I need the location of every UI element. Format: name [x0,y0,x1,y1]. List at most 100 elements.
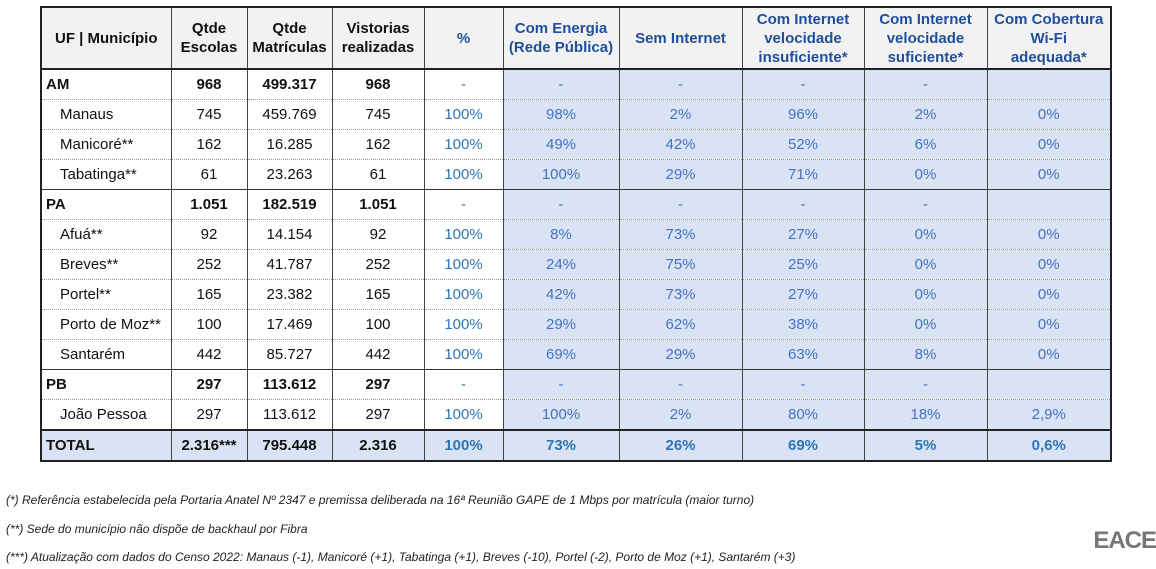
data-table: UF | Município Qtde Escolas Qtde Matrícula… [40,6,1112,462]
cell: 100% [423,249,504,280]
footnote: (**) Sede do município não dispõe de bac… [6,522,308,536]
cell: 73% [618,279,743,310]
footnote: (*) Referência estabelecida pela Portari… [6,493,755,507]
cell: 27% [741,219,865,250]
column-header: % [423,7,504,70]
cell: 69% [741,429,865,461]
cell: 61 [170,159,248,190]
cell: - [423,369,504,400]
cell: Manaus [40,99,172,130]
cell: 71% [741,159,865,190]
column-header: Sem Internet [618,7,743,70]
cell [986,189,1112,220]
column-header: Com Energia (Rede Pública) [502,7,620,70]
cell: 0% [986,99,1112,130]
cell: 63% [741,339,865,370]
cell: 0% [986,159,1112,190]
cell: - [863,68,988,100]
cell: 69% [502,339,620,370]
cell: João Pessoa [40,399,172,431]
cell: 2,9% [986,399,1112,431]
cell: 2% [618,99,743,130]
cell: Portel** [40,279,172,310]
cell: 52% [741,129,865,160]
footnote: (***) Atualização com dados do Censo 202… [6,550,796,564]
cell: 100% [423,429,504,461]
column-header: Vistorias realizadas [331,7,425,70]
cell: 0,6% [986,429,1112,461]
cell: 0% [986,309,1112,340]
column-header: Com Internet velocidade suficiente* [863,7,988,70]
column-header: Qtde Escolas [170,7,248,70]
cell: 113.612 [246,399,333,431]
cell: 38% [741,309,865,340]
cell: 73% [502,429,620,461]
city-row: Manicoré** 162 16.285 162 100% 49% 42% 52% 6% 0% [40,129,1112,160]
table-body: AM 968 499.317 968- - - - - Manaus 745 459.769 745 1… [40,68,1112,461]
cell: 17.469 [246,309,333,340]
cell: 23.263 [246,159,333,190]
cell: 0% [863,219,988,250]
cell: 100% [423,339,504,370]
cell: 42% [502,279,620,310]
cell: 41.787 [246,249,333,280]
cell: 18% [863,399,988,431]
cell: 100% [423,159,504,190]
group-row: PB 297 113.612 297- - - - - [40,369,1112,400]
cell: 100% [502,159,620,190]
city-row: Santarém 442 85.727 442 100% 69% 29% 63% 8% 0% [40,339,1112,370]
cell: 1.051 [170,189,248,220]
cell: - [863,369,988,400]
cell: 968 [170,68,248,100]
cell: 42% [618,129,743,160]
cell: 100 [170,309,248,340]
cell: - [741,68,865,100]
cell: 75% [618,249,743,280]
cell: 499.317 [246,68,333,100]
cell: Porto de Moz** [40,309,172,340]
cell: 92 [331,219,425,250]
cell: - [502,68,620,100]
cell: - [863,189,988,220]
cell: 182.519 [246,189,333,220]
cell: 0% [863,309,988,340]
cell: 745 [331,99,425,130]
cell: 442 [170,339,248,370]
cell: - [741,369,865,400]
cell: 25% [741,249,865,280]
cell: 14.154 [246,219,333,250]
cell: 100% [502,399,620,431]
cell: 5% [863,429,988,461]
city-row: Porto de Moz** 100 17.469 100 100% 29% 62% 38% 0… [40,309,1112,340]
cell: 100% [423,309,504,340]
group-row: PA 1.051 182.519 1.051- - - - - [40,189,1112,220]
cell [986,369,1112,400]
cell: 252 [331,249,425,280]
cell: Tabatinga** [40,159,172,190]
city-row: Manaus 745 459.769 745 100% 98% 2% 96% 2% 0% [40,99,1112,130]
cell: 297 [170,369,248,400]
cell: - [423,189,504,220]
cell: 1.051 [331,189,425,220]
cell: 23.382 [246,279,333,310]
cell: 100% [423,399,504,431]
cell: 100 [331,309,425,340]
cell: Manicoré** [40,129,172,160]
cell: 297 [331,399,425,431]
cell: 442 [331,339,425,370]
cell: 165 [331,279,425,310]
cell: 968 [331,68,425,100]
cell: 100% [423,219,504,250]
cell: 92 [170,219,248,250]
cell: 62% [618,309,743,340]
cell: - [741,189,865,220]
cell: 16.285 [246,129,333,160]
cell: 26% [618,429,743,461]
cell: 162 [331,129,425,160]
header-row: UF | Município Qtde Escolas Qtde Matrícula… [40,7,1112,70]
cell: 49% [502,129,620,160]
cell: 795.448 [246,429,333,461]
cell: AM [40,68,172,100]
cell: 29% [618,339,743,370]
cell: 297 [170,399,248,431]
